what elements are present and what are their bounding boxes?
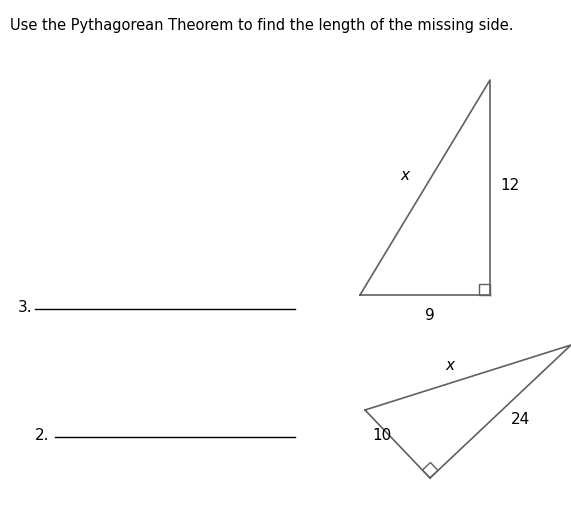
Text: Use the Pythagorean Theorem to find the length of the missing side.: Use the Pythagorean Theorem to find the …	[10, 18, 513, 33]
Text: 9: 9	[425, 307, 435, 323]
Text: 24: 24	[510, 412, 530, 428]
Text: x: x	[445, 358, 455, 372]
Text: 3.: 3.	[18, 300, 33, 314]
Text: 10: 10	[372, 428, 392, 442]
Text: 2.: 2.	[35, 428, 50, 442]
Text: 12: 12	[500, 177, 520, 193]
Text: x: x	[400, 168, 409, 182]
